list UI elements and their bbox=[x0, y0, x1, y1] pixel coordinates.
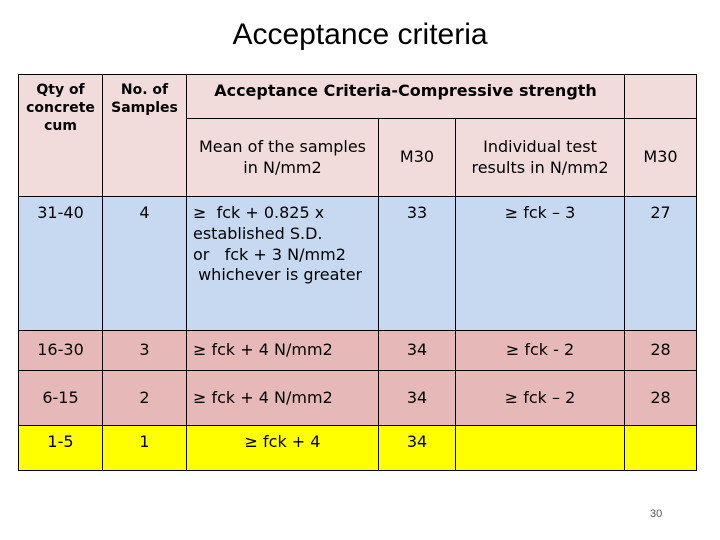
table-cell bbox=[624, 74, 698, 119]
table-cell: 1 bbox=[102, 425, 187, 471]
table-cell: ≥ fck + 4 N/mm2 bbox=[186, 330, 379, 371]
table-cell: Mean of the samples in N/mm2 bbox=[186, 118, 379, 197]
table-cell bbox=[624, 425, 698, 471]
header-row: Mean of the samples in N/mm2 M30 Individua… bbox=[19, 118, 698, 197]
criteria-table: Qty of concrete cum No. of Samples Accepta… bbox=[18, 74, 698, 471]
table-cell: 3 bbox=[102, 330, 187, 371]
table-cell: 28 bbox=[624, 370, 698, 426]
table-row: 1-5 1 ≥ fck + 4 34 bbox=[18, 425, 698, 471]
header-row: Qty of concrete cum No. of Samples Accepta… bbox=[18, 74, 698, 197]
table-cell: No. of Samples bbox=[102, 74, 187, 197]
table-cell: ≥ fck – 2 bbox=[454, 370, 626, 426]
table-cell: 16-30 bbox=[18, 330, 103, 371]
table-row: 16-30 3 ≥ fck + 4 N/mm2 34 ≥ fck - 2 28 bbox=[18, 330, 698, 371]
table-cell: M30 bbox=[624, 118, 698, 197]
slide-title: Acceptance criteria bbox=[232, 18, 488, 51]
table-cell: Qty of concrete cum bbox=[18, 74, 103, 197]
table-row: 31-40 4 ≥ fck + 0.825 x established S.D. or … bbox=[18, 196, 698, 331]
table-cell: ≥ fck + 0.825 x established S.D. or fck + … bbox=[186, 196, 379, 331]
table-cell: ≥ fck + 4 bbox=[186, 425, 379, 471]
table-cell: 34 bbox=[378, 425, 456, 471]
table-cell: Acceptance Criteria-Compressive strength bbox=[185, 74, 626, 119]
cell-line: or fck + 3 N/mm2 bbox=[193, 244, 346, 264]
table-cell: 27 bbox=[624, 196, 698, 331]
cell-line: established S.D. bbox=[193, 223, 323, 243]
cell-line: ≥ fck + 0.825 x bbox=[193, 203, 325, 222]
table-cell: ≥ fck – 3 bbox=[454, 196, 626, 331]
table-row: 6-15 2 ≥ fck + 4 N/mm2 34 ≥ fck – 2 28 bbox=[18, 370, 698, 426]
cell-line: whichever is greater bbox=[193, 265, 363, 285]
table-cell: 34 bbox=[378, 370, 456, 426]
table-cell: 2 bbox=[102, 370, 187, 426]
table-cell: 28 bbox=[624, 330, 698, 371]
table-cell: 1-5 bbox=[18, 425, 103, 471]
table-cell: 31-40 bbox=[18, 196, 103, 331]
table-cell: ≥ fck - 2 bbox=[454, 330, 626, 371]
table-cell: 34 bbox=[378, 330, 456, 371]
table-cell: 4 bbox=[102, 196, 187, 331]
page-number: 30 bbox=[650, 508, 663, 520]
table-cell: ≥ fck + 4 N/mm2 bbox=[186, 370, 379, 426]
table-cell bbox=[454, 425, 626, 471]
table-cell: Individual test results in N/mm2 bbox=[454, 118, 626, 197]
table-cell: 6-15 bbox=[18, 370, 103, 426]
table-cell: M30 bbox=[378, 118, 456, 197]
table-cell: 33 bbox=[378, 196, 456, 331]
